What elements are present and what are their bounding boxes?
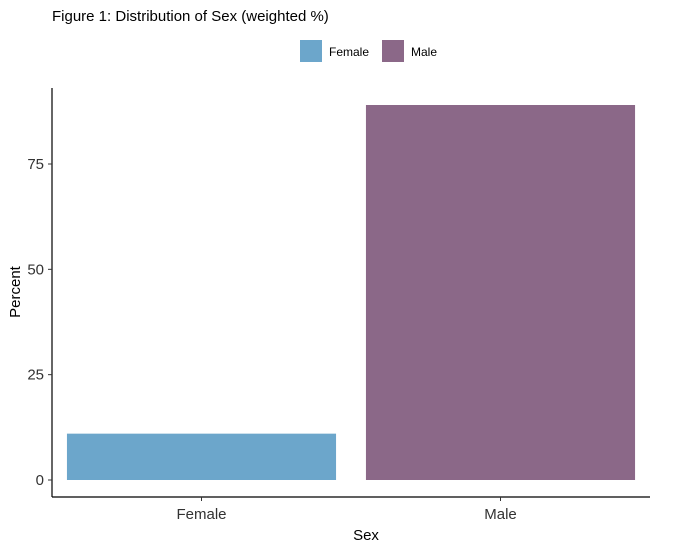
legend-label-male: Male — [411, 45, 437, 59]
y-axis-title: Percent — [7, 265, 24, 318]
legend-label-female: Female — [329, 45, 369, 59]
bar-male — [365, 105, 636, 480]
y-axis-ticks: 0 25 50 75 — [27, 156, 52, 489]
chart-title: Figure 1: Distribution of Sex (weighted … — [52, 8, 329, 25]
y-tick-label: 75 — [27, 156, 44, 173]
x-axis-title: Sex — [353, 527, 379, 544]
y-tick-label: 25 — [27, 367, 44, 384]
plot-area: 0 25 50 75 Female Male — [27, 88, 650, 523]
x-tick-label: Male — [484, 506, 517, 523]
y-tick-label: 0 — [36, 472, 44, 489]
y-tick-label: 50 — [27, 261, 44, 278]
legend-swatch-female — [300, 40, 322, 62]
legend-swatch-male — [382, 40, 404, 62]
x-axis-ticks: Female Male — [176, 497, 517, 523]
bar-female — [66, 433, 337, 480]
x-tick-label: Female — [176, 506, 226, 523]
bars — [66, 105, 636, 480]
legend: Female Male — [300, 40, 437, 62]
